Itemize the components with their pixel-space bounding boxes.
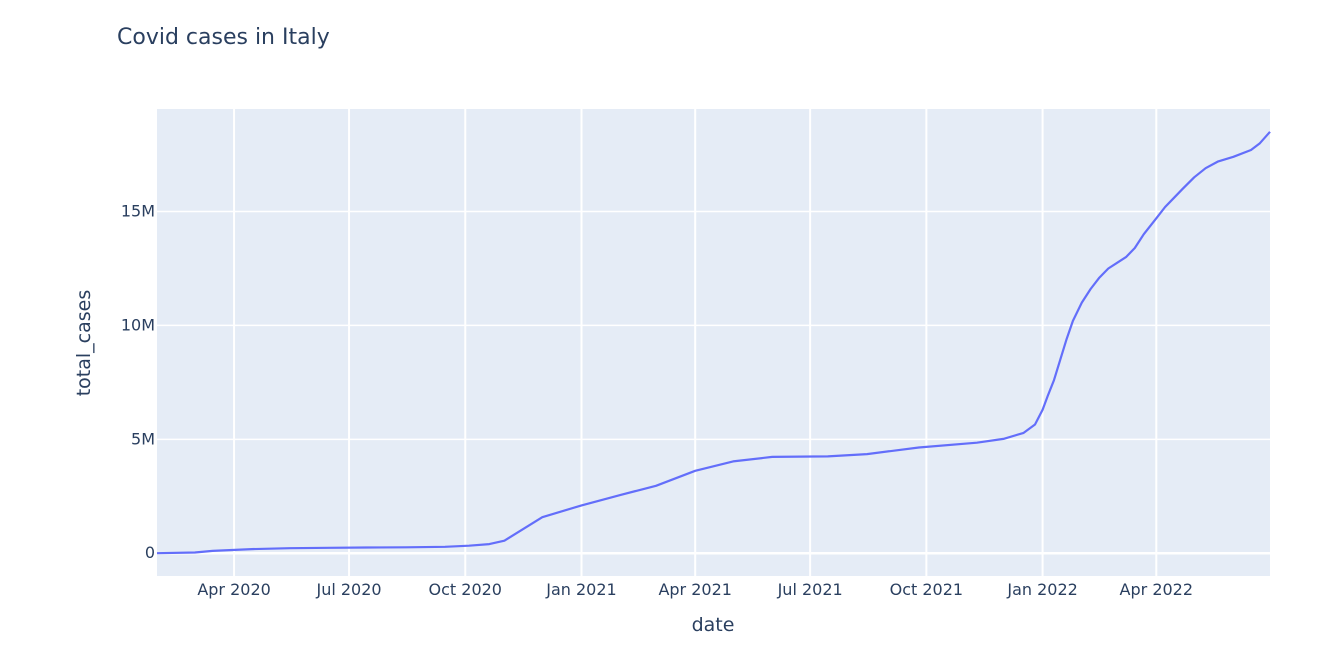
x-tick-label: Jan 2021	[545, 580, 616, 599]
y-tick-label: 15M	[121, 202, 155, 221]
gridlines	[157, 109, 1270, 576]
x-tick-label: Jul 2021	[777, 580, 843, 599]
chart-title: Covid cases in Italy	[117, 25, 330, 50]
series-line-total-cases	[156, 131, 1271, 555]
plot-area	[157, 109, 1270, 576]
y-axis-title: total_cases	[73, 290, 95, 397]
x-axis-ticks: Apr 2020 Jul 2020 Oct 2020 Jan 2021 Apr 2021…	[197, 580, 1193, 599]
y-tick-label: 0	[145, 543, 155, 562]
x-tick-label: Apr 2022	[1120, 580, 1193, 599]
x-tick-label: Apr 2021	[658, 580, 731, 599]
y-tick-label: 5M	[131, 429, 155, 448]
x-tick-label: Oct 2020	[429, 580, 502, 599]
x-tick-label: Oct 2021	[890, 580, 963, 599]
x-tick-label: Jul 2020	[315, 580, 381, 599]
x-tick-label: Apr 2020	[197, 580, 270, 599]
y-axis-ticks: 0 5M 10M 15M	[121, 202, 155, 563]
x-tick-label: Jan 2022	[1006, 580, 1077, 599]
y-tick-label: 10M	[121, 315, 155, 334]
x-axis-title: date	[692, 614, 735, 636]
